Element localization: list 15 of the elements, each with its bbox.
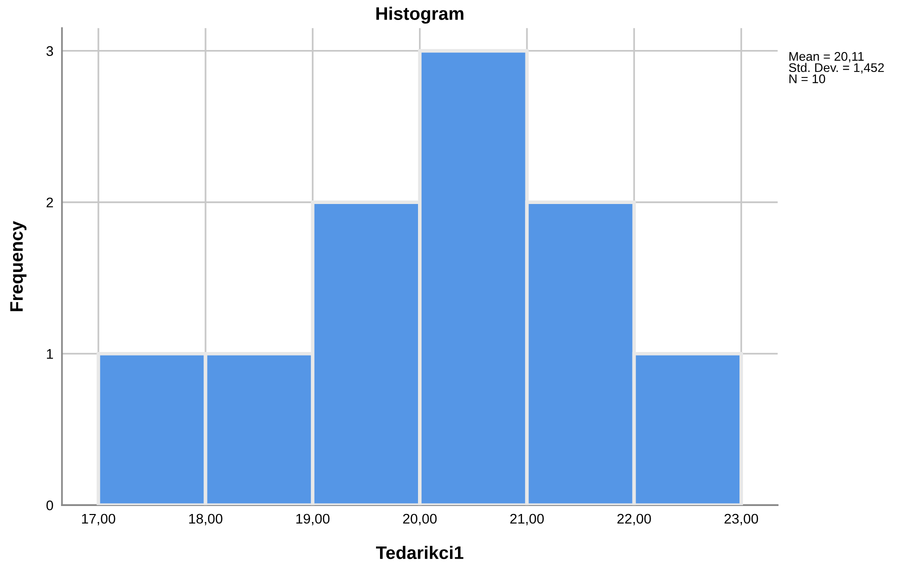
x-tick-label: 21,00 [510,514,544,526]
chart-title: Histogram [376,6,464,24]
text: Mean = 20,11 Std. Dev. = 1,452 N = 10 [789,52,884,84]
x-tick-label: 23,00 [724,514,758,526]
y-tick-label: 2 [46,198,53,208]
y-tick-label: 3 [46,46,54,56]
x-tick-label: 18,00 [189,514,222,526]
x-tick-label: 22,00 [617,514,651,526]
x-tick-label: 19,00 [296,514,330,526]
x-tick-label: 20,00 [403,514,437,526]
x-axis-title: Tedarikci1 [376,546,464,560]
y-axis-title: Frequency [10,221,26,312]
x-tick-label: 17,00 [82,514,116,526]
y-tick-label: 1 [46,349,53,359]
y-tick-label: 0 [46,500,54,510]
